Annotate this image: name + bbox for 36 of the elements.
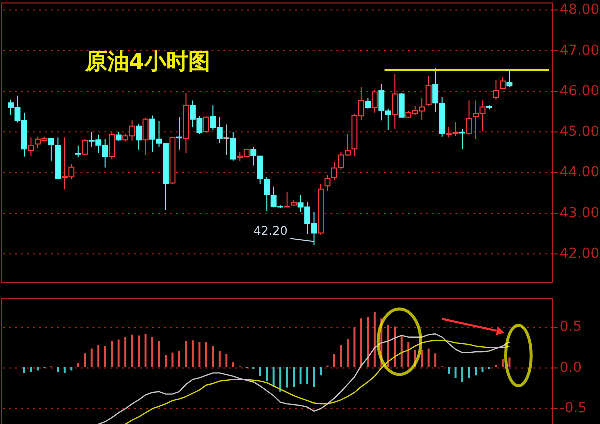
y-tick-label: 45.00 (560, 124, 600, 140)
candlestick (506, 70, 513, 88)
candlestick (230, 132, 236, 162)
candlestick (324, 175, 331, 192)
candlestick (500, 77, 506, 90)
annotation: 42.20 (254, 224, 288, 238)
candlestick (75, 145, 82, 158)
candlestick (109, 132, 116, 160)
candlestick (136, 123, 142, 150)
y-tick-label: 48.00 (560, 2, 600, 18)
candlestick (28, 137, 34, 157)
candlestick (142, 117, 149, 156)
candlestick (398, 92, 405, 118)
y-tick-label: 47.00 (560, 42, 600, 59)
candlestick (365, 98, 372, 110)
candlestick (284, 192, 290, 208)
y-tick-label: 46.00 (560, 83, 600, 100)
candlestick (176, 116, 182, 150)
y-tick-label: 42.00 (560, 246, 600, 262)
y-tick-label: 44.00 (560, 164, 600, 181)
candlestick (466, 100, 472, 136)
text: 原油4小时图 (84, 50, 210, 76)
candlestick (426, 76, 432, 107)
y-tick-label: -0.5 (560, 400, 587, 417)
candlestick (378, 84, 385, 122)
candlestick (493, 80, 500, 100)
y-tick-label: 0.5 (560, 319, 582, 336)
candlestick (224, 124, 230, 156)
candlestick (82, 138, 88, 156)
candlestick (203, 116, 210, 134)
y-tick-label: 0.0 (560, 360, 582, 376)
candlestick (372, 90, 378, 114)
candlestick (392, 74, 398, 130)
candlestick (385, 108, 392, 130)
y-tick-label: 43.00 (560, 205, 600, 222)
candlestick (460, 128, 466, 150)
